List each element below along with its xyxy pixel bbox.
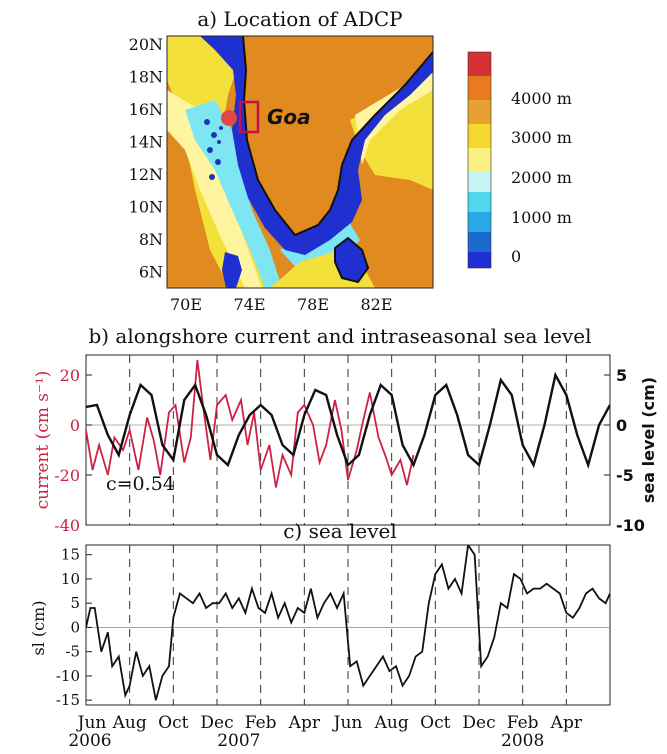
lat-tick-label: 16N [129, 100, 163, 119]
month-label: Apr [288, 713, 321, 733]
colorbar [467, 51, 492, 269]
panel-c-tick-labels: 15 10 5 0 -5 -10 -15 [56, 546, 92, 709]
lon-tick-label: 74E [233, 295, 265, 314]
map-band-light-yellow [167, 90, 262, 288]
panel-c-month-lines [129, 545, 567, 705]
month-label: Jun [76, 713, 107, 733]
x-axis-month-labels: Jun Aug Oct Dec Feb Apr Jun Aug Oct Dec Feb Apr [76, 713, 583, 733]
colorbar-label: 4000 m [511, 89, 572, 108]
colorbar-label: 0 [511, 247, 521, 266]
month-label: Aug [112, 713, 147, 733]
colorbar-label: 2000 m [511, 168, 572, 187]
map-frame [166, 35, 434, 289]
map-band-cyan [185, 100, 282, 288]
map-sri-lanka-outline [334, 236, 370, 284]
lat-tick-label: 6N [139, 263, 163, 282]
month-label: Oct [158, 713, 188, 733]
month-label: Aug [374, 713, 409, 733]
panel-c-y-axis-label: sl (cm) [29, 600, 48, 655]
lat-tick-label: 20N [129, 35, 163, 54]
goa-label: Goa [267, 105, 311, 129]
panel-c-sealevel-line [86, 545, 610, 701]
lon-tick-label: 70E [170, 295, 202, 314]
lon-tick-label: 82E [360, 295, 392, 314]
year-label: 2008 [501, 731, 544, 751]
colorbar-labels: 4000 m 3000 m 2000 m 1000 m 0 [511, 89, 572, 266]
left-tick-label: 20 [60, 366, 80, 385]
lat-tick-label: 18N [129, 68, 163, 87]
panel-b-right-axis-label: sea level (cm) [639, 377, 658, 503]
panel-b-right-tick-labels: 5 0 -5 -10 [604, 366, 645, 535]
month-label: Apr [550, 713, 583, 733]
panel-c-tick-label: 5 [70, 594, 80, 612]
panel-b-title: b) alongshore current and intraseasonal … [88, 324, 591, 348]
map-coastline [242, 36, 433, 237]
right-tick-label: -10 [616, 516, 645, 535]
lat-tick-label: 12N [129, 165, 163, 184]
panel-c-tick-label: 15 [61, 546, 80, 564]
panel-c-tick-label: -5 [65, 643, 80, 661]
panel-a-title: a) Location of ADCP [197, 7, 402, 31]
lat-tick-label: 10N [129, 198, 163, 217]
month-label: Feb [507, 713, 539, 733]
panel-c-tick-label: 10 [61, 570, 80, 588]
left-tick-label: 0 [70, 416, 80, 435]
panel-c-tick-label: -10 [56, 667, 80, 685]
colorbar-label: 1000 m [511, 208, 572, 227]
right-tick-label: -5 [616, 466, 634, 485]
right-tick-label: 5 [616, 366, 627, 385]
left-tick-label: -40 [54, 516, 80, 535]
sealevel-series-line [86, 371, 610, 469]
year-label: 2006 [68, 731, 111, 751]
month-label: Oct [420, 713, 450, 733]
year-label: 2007 [217, 731, 260, 751]
x-axis-year-labels: 2006 2007 2008 [68, 731, 544, 751]
lat-tick-label: 8N [139, 230, 163, 249]
current-series-line [86, 359, 415, 488]
panel-c-tick-label: 0 [70, 618, 80, 636]
map-island-chain [222, 252, 242, 288]
bathymetry-map [167, 36, 433, 288]
map-shelf [200, 36, 433, 255]
right-tick-label: 0 [616, 416, 627, 435]
month-label: Feb [245, 713, 277, 733]
month-label: Dec [200, 713, 233, 733]
lat-tick-label: 14N [129, 133, 163, 152]
lat-tick-labels: 20N 18N 16N 14N 12N 10N 8N 6N [129, 35, 163, 282]
panel-b-month-lines [129, 355, 567, 525]
panel-b-left-tick-labels: 20 0 -20 -40 [54, 366, 92, 535]
panel-c-tick-label: -15 [56, 691, 80, 709]
goa-box [238, 100, 260, 134]
adcp-marker [221, 110, 237, 126]
panel-b-left-axis-label: current (cm s⁻¹) [33, 371, 53, 510]
map-band-yellow-bay [350, 80, 433, 190]
lon-tick-label: 78E [297, 295, 329, 314]
month-label: Jun [332, 713, 363, 733]
lon-tick-labels: 70E 74E 78E 82E [170, 295, 393, 314]
panel-c-frame [85, 544, 611, 706]
left-tick-label: -20 [54, 466, 80, 485]
month-label: Dec [462, 713, 495, 733]
panel-c-title: c) sea level [283, 519, 397, 543]
colorbar-label: 3000 m [511, 128, 572, 147]
panel-b-annotation: c=0.54 [106, 473, 175, 495]
